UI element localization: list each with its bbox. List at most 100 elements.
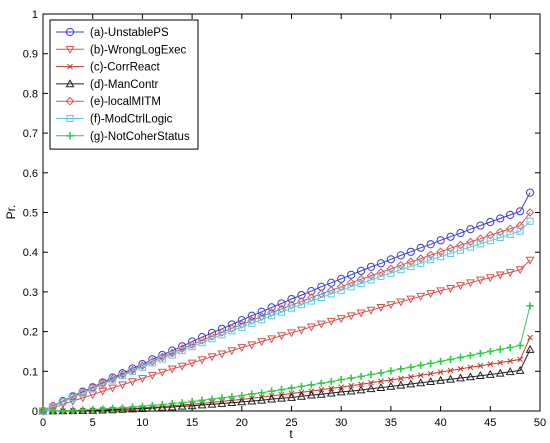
data-point-triangle-down <box>177 362 187 371</box>
x-tick-label: 0 <box>40 417 46 429</box>
data-point-plus <box>337 376 345 384</box>
data-point-diamond <box>436 247 445 257</box>
data-point-plus <box>437 357 445 365</box>
data-point-triangle-up <box>485 369 495 378</box>
data-point-diamond <box>466 237 475 247</box>
data-point-square <box>178 347 186 355</box>
data-point-circle <box>267 303 276 312</box>
data-point-square <box>337 286 345 294</box>
data-point-circle <box>366 262 376 271</box>
data-point-plus <box>208 395 216 403</box>
legend-entry: (a)-UnstablePS <box>56 27 169 39</box>
data-point-circle <box>426 240 435 249</box>
data-point-plus <box>387 367 395 375</box>
data-point-circle <box>287 294 296 304</box>
data-point-x <box>318 386 325 393</box>
y-tick-label: 1 <box>32 9 38 21</box>
data-point-triangle-down <box>207 353 217 362</box>
data-point-square <box>168 351 176 359</box>
data-point-square <box>287 304 296 312</box>
data-point-square <box>407 262 415 271</box>
data-point-plus <box>128 403 137 411</box>
data-point-square <box>367 276 375 284</box>
legend-label: (a)-UnstablePS <box>90 27 169 39</box>
y-tick-label: 0.6 <box>23 168 38 180</box>
data-point-x <box>467 364 474 371</box>
data-point-square <box>516 227 524 235</box>
data-point-square <box>268 312 276 320</box>
data-point-triangle-down <box>187 359 197 368</box>
data-point-triangle-down <box>128 378 137 387</box>
data-point-diamond <box>128 365 137 375</box>
data-point-triangle-up <box>287 392 296 401</box>
data-point-x <box>328 385 335 392</box>
x-tick-label: 25 <box>285 417 297 429</box>
data-point-triangle-up <box>376 382 386 391</box>
y-axis-label: Pr. <box>4 205 18 220</box>
data-point-triangle-down <box>118 381 127 390</box>
data-point-circle <box>65 27 75 37</box>
data-point-triangle-down <box>456 282 465 291</box>
legend-entry: (e)-localMITM <box>56 96 161 108</box>
data-point-triangle-up <box>108 405 118 414</box>
data-point-diamond <box>356 274 366 284</box>
data-point-triangle-down <box>485 274 495 283</box>
data-point-square <box>138 363 146 371</box>
data-point-square <box>188 343 196 351</box>
legend-entry: (c)-CorrReact <box>56 62 160 74</box>
data-point-x <box>497 359 504 366</box>
data-point-triangle-up <box>446 374 455 383</box>
data-point-x <box>517 356 523 363</box>
legend-label: (f)-ModCtrlLogic <box>90 114 173 126</box>
data-point-square <box>228 327 236 335</box>
data-point-triangle-down <box>167 365 177 374</box>
data-point-square <box>446 249 455 257</box>
data-point-triangle-down <box>336 315 346 324</box>
data-point-plus <box>367 370 375 379</box>
data-point-plus <box>59 407 67 415</box>
data-point-triangle-down <box>98 387 108 396</box>
data-point-triangle-down <box>277 332 287 341</box>
data-point-triangle-down <box>406 295 416 304</box>
data-point-square <box>377 272 385 280</box>
data-point-triangle-down <box>237 344 247 353</box>
data-point-triangle-down <box>257 338 267 347</box>
data-point-x <box>348 382 355 389</box>
data-point-diamond <box>247 316 257 325</box>
data-point-plus <box>427 359 435 367</box>
data-point-circle <box>456 229 465 238</box>
data-point-triangle-up <box>277 393 287 402</box>
data-point-square <box>148 359 156 367</box>
data-point-triangle-up <box>515 365 525 374</box>
data-point-plus <box>456 353 465 362</box>
data-point-triangle-up <box>167 402 177 411</box>
legend: (a)-UnstablePS (b)-WrongLogExec (c)-CorrRe… <box>49 19 199 150</box>
data-point-square <box>397 266 405 274</box>
data-point-plus <box>297 382 306 390</box>
data-point-triangle-down <box>426 290 436 299</box>
data-point-square <box>198 339 206 347</box>
data-point-circle <box>496 214 505 223</box>
data-point-square <box>486 237 494 245</box>
data-point-diamond <box>396 260 406 270</box>
x-tick-label: 45 <box>484 417 496 429</box>
data-point-triangle-down <box>515 266 525 275</box>
data-point-plus <box>238 391 246 400</box>
data-point-circle <box>416 243 425 252</box>
data-point-x <box>437 369 444 375</box>
data-point-circle <box>406 247 415 256</box>
data-point-diamond <box>505 224 515 234</box>
data-point-triangle-up <box>147 403 157 412</box>
y-tick-label: 0.9 <box>23 49 38 61</box>
data-point-triangle-up <box>296 391 306 400</box>
data-point-square <box>357 280 365 288</box>
data-point-triangle-up <box>197 400 207 409</box>
data-point-triangle-down <box>386 301 396 310</box>
data-point-diamond <box>366 271 376 280</box>
data-point-triangle-down <box>495 271 505 280</box>
data-point-square <box>258 316 266 324</box>
data-point-circle <box>168 346 177 355</box>
data-point-circle <box>337 274 346 283</box>
data-point-triangle-up <box>505 367 515 376</box>
x-tick-label: 50 <box>534 417 546 429</box>
